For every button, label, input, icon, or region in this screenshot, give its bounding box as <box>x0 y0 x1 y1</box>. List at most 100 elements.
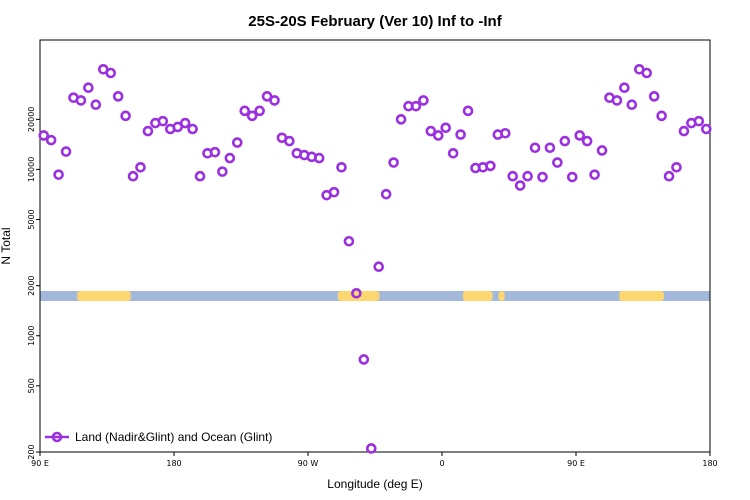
legend-marker <box>51 431 63 443</box>
data-point <box>380 188 392 200</box>
data-point <box>179 117 191 129</box>
x-axis: 90 E 180 90 W 0 90 E 180 <box>31 452 718 468</box>
data-point <box>38 130 50 141</box>
y-tick-label: 1000 <box>27 326 36 346</box>
data-point <box>157 115 169 127</box>
data-point <box>351 287 362 299</box>
data-point <box>678 125 690 137</box>
data-point <box>671 161 682 173</box>
data-point <box>589 169 600 180</box>
data-point <box>112 91 124 102</box>
x-tick-label: 90 E <box>31 459 49 468</box>
data-point <box>537 171 548 183</box>
data-point <box>507 170 519 182</box>
land-span <box>462 291 493 301</box>
data-point <box>663 170 675 182</box>
data-point <box>343 235 355 247</box>
data-point <box>224 152 236 164</box>
data-point <box>105 67 117 79</box>
data-point <box>254 105 265 117</box>
y-axis-label: N Total <box>0 227 13 264</box>
data-point <box>522 170 533 182</box>
data-point <box>269 95 280 106</box>
data-point <box>648 91 660 102</box>
data-point <box>552 157 563 168</box>
x-axis-label: Longitude (deg E) <box>327 477 422 491</box>
data-point <box>53 169 64 180</box>
land-span <box>77 291 131 301</box>
x-tick-label: 90 E <box>567 459 585 468</box>
y-tick-label: 20000 <box>27 107 36 132</box>
data-point <box>217 166 228 177</box>
y-axis: 200 500 1000 2000 5000 10000 20000 <box>27 107 40 460</box>
x-tick-label: 180 <box>702 459 717 468</box>
data-point <box>432 130 444 141</box>
y-tick-label: 2000 <box>27 275 36 295</box>
data-point <box>455 129 466 140</box>
data-point <box>566 171 578 183</box>
data-point <box>231 137 243 148</box>
y-tick-label: 10000 <box>27 157 36 182</box>
data-point <box>388 157 399 168</box>
data-point <box>365 443 377 454</box>
data-point <box>619 82 630 93</box>
legend: Land (Nadir&Glint) and Ocean (Glint) <box>45 430 272 444</box>
data-point <box>90 99 102 110</box>
data-point <box>581 135 593 147</box>
data-point <box>284 135 295 147</box>
data-point <box>336 161 347 173</box>
data-point <box>410 100 422 112</box>
data-point <box>641 67 653 79</box>
data-points <box>38 63 712 454</box>
data-point <box>194 170 206 182</box>
data-point <box>529 142 541 154</box>
data-point <box>447 148 459 159</box>
data-point <box>395 114 407 125</box>
data-point <box>425 125 437 137</box>
data-point <box>418 95 429 106</box>
data-point <box>499 127 511 139</box>
data-point <box>574 130 586 141</box>
data-point <box>358 354 370 365</box>
data-point <box>485 160 496 172</box>
data-point <box>700 123 712 135</box>
data-point <box>187 123 198 135</box>
data-point <box>135 161 146 173</box>
y-tick-label: 500 <box>27 378 36 393</box>
data-point <box>373 261 385 273</box>
data-point <box>83 82 94 93</box>
data-point <box>626 99 638 110</box>
x-tick-label: 0 <box>439 459 444 468</box>
data-point <box>462 105 474 117</box>
chart-title: 25S-20S February (Ver 10) Inf to -Inf <box>248 13 502 30</box>
data-point <box>611 95 623 106</box>
data-point <box>514 180 526 191</box>
data-point <box>45 134 57 146</box>
data-point <box>693 115 705 127</box>
data-point <box>142 125 154 137</box>
data-point <box>75 95 87 106</box>
data-point <box>656 110 667 122</box>
data-point <box>60 146 72 157</box>
data-point <box>209 146 221 158</box>
data-point <box>239 105 251 117</box>
x-tick-label: 90 W <box>298 459 319 468</box>
y-tick-label: 5000 <box>27 209 36 229</box>
y-tick-label: 200 <box>27 444 36 459</box>
data-point <box>328 186 340 198</box>
data-point <box>127 170 139 182</box>
land-span <box>619 291 664 301</box>
legend-label: Land (Nadir&Glint) and Ocean (Glint) <box>75 430 272 444</box>
data-point <box>246 110 258 122</box>
data-point <box>559 135 571 147</box>
data-point <box>313 152 325 164</box>
land-span <box>498 291 505 301</box>
data-point <box>544 142 556 154</box>
geography-band <box>40 291 710 301</box>
x-tick-label: 180 <box>166 459 181 468</box>
data-point <box>440 122 452 134</box>
data-point <box>596 145 608 156</box>
data-point <box>120 110 131 122</box>
data-point <box>261 91 273 102</box>
